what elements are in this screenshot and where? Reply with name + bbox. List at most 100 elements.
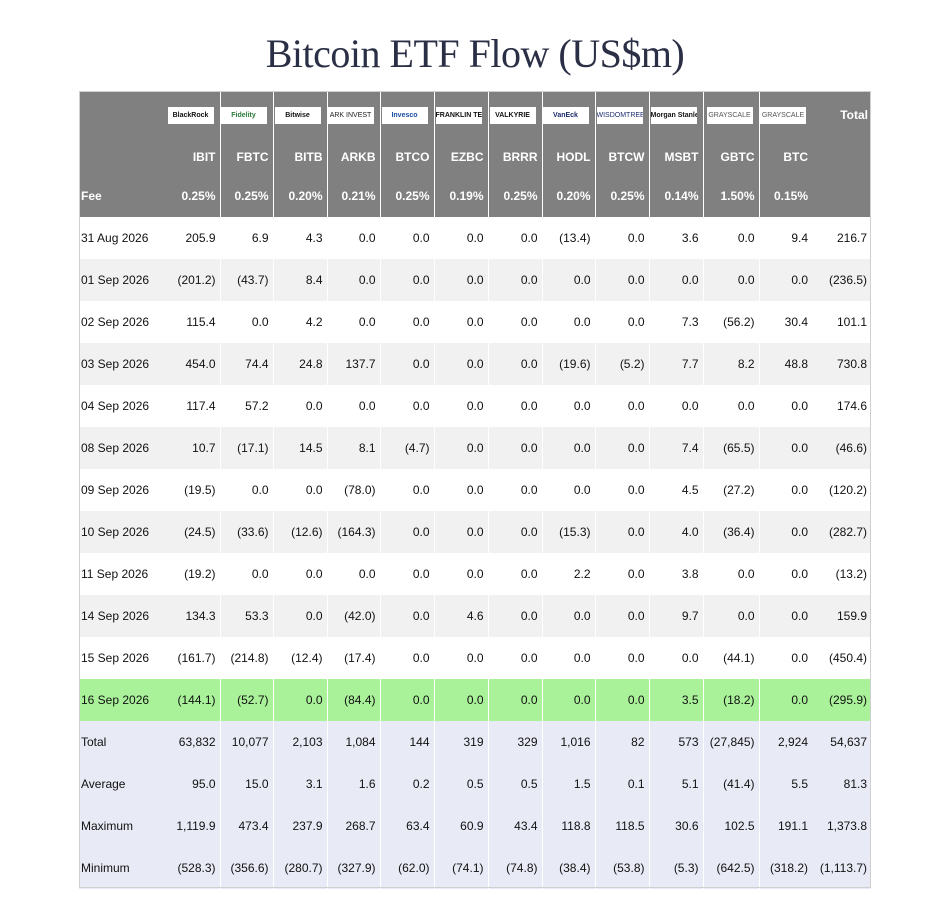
- fee-row: Fee 0.25% 0.25% 0.20% 0.21% 0.25% 0.19% 0.25% 0.…: [79, 175, 871, 217]
- row-total: (236.5): [812, 259, 871, 301]
- summary-value: (528.3): [166, 847, 220, 889]
- fee-cell: 0.21%: [326, 175, 380, 217]
- table-row: 10 Sep 2026 (24.5) (33.6) (12.6) (164.3) 0.0 0…: [79, 511, 871, 553]
- summary-label: Maximum: [79, 805, 166, 847]
- ticker-header: BTC: [758, 139, 812, 175]
- summary-value: 144: [379, 721, 434, 763]
- flow-value: 0.0: [219, 553, 273, 595]
- fee-cell: 0.19%: [433, 175, 488, 217]
- etf-flow-table: BlackRock Fidelity Bitwise ARK INVEST Invesc…: [79, 91, 871, 889]
- summary-value: 573: [648, 721, 703, 763]
- flow-value: 0.0: [758, 679, 812, 721]
- row-total: (46.6): [812, 427, 871, 469]
- flow-value: 0.0: [758, 427, 812, 469]
- summary-value: 319: [433, 721, 488, 763]
- flow-value: 0.0: [594, 469, 649, 511]
- flow-value: 0.0: [219, 469, 273, 511]
- fee-cell: 0.25%: [166, 175, 220, 217]
- issuer-logo-cell: Invesco: [379, 91, 434, 139]
- flow-value: 0.0: [487, 259, 542, 301]
- flow-value: 0.0: [379, 217, 434, 259]
- flow-value: 8.2: [702, 343, 759, 385]
- summary-value: 237.9: [272, 805, 327, 847]
- issuer-logo: Invesco: [381, 106, 428, 124]
- flow-value: (17.4): [326, 637, 380, 679]
- flow-value: 0.0: [487, 343, 542, 385]
- issuer-logo: FRANKLIN TEMPLETON: [435, 106, 482, 124]
- flow-value: 0.0: [379, 469, 434, 511]
- flow-value: 0.0: [702, 217, 759, 259]
- table-row: 04 Sep 2026 117.4 57.2 0.0 0.0 0.0 0.0 0.0 0.0 0.…: [79, 385, 871, 427]
- ticker-header: ARKB: [326, 139, 380, 175]
- flow-value: 0.0: [326, 301, 380, 343]
- row-total: (282.7): [812, 511, 871, 553]
- flow-value: 0.0: [648, 385, 703, 427]
- fee-cell: 0.25%: [487, 175, 542, 217]
- flow-value: 454.0: [166, 343, 220, 385]
- flow-value: (42.0): [326, 595, 380, 637]
- row-total: 159.9: [812, 595, 871, 637]
- flow-value: 0.0: [272, 679, 327, 721]
- row-date: 03 Sep 2026: [79, 343, 166, 385]
- row-total: (120.2): [812, 469, 871, 511]
- ticker-header: GBTC: [702, 139, 759, 175]
- summary-value: (27,845): [702, 721, 759, 763]
- table-row: 11 Sep 2026 (19.2) 0.0 0.0 0.0 0.0 0.0 0.0 2.2 0.…: [79, 553, 871, 595]
- flow-value: 0.0: [326, 553, 380, 595]
- issuer-logo: GRAYSCALE: [706, 106, 753, 124]
- issuer-logo-cell: ARK INVEST: [326, 91, 380, 139]
- issuer-logo: ARK INVEST: [328, 106, 374, 124]
- flow-value: 0.0: [272, 595, 327, 637]
- row-date: 09 Sep 2026: [79, 469, 166, 511]
- ticker-total-blank: [812, 139, 871, 175]
- summary-value: 473.4: [219, 805, 273, 847]
- flow-value: (44.1): [702, 637, 759, 679]
- summary-value: (5.3): [648, 847, 703, 889]
- issuer-logo-cell: Morgan Stanley: [648, 91, 703, 139]
- ticker-header: MSBT: [648, 139, 703, 175]
- summary-value: (38.4): [541, 847, 595, 889]
- flow-value: 0.0: [272, 469, 327, 511]
- flow-value: 48.8: [758, 343, 812, 385]
- summary-total: 54,637: [812, 721, 871, 763]
- flow-value: 0.0: [541, 427, 595, 469]
- row-total: (295.9): [812, 679, 871, 721]
- row-date: 31 Aug 2026: [79, 217, 166, 259]
- flow-value: 30.4: [758, 301, 812, 343]
- flow-body: 31 Aug 2026 205.9 6.9 4.3 0.0 0.0 0.0 0.0 (13.4)…: [79, 217, 871, 889]
- page-title: Bitcoin ETF Flow (US$m): [265, 31, 685, 76]
- flow-value: 4.3: [272, 217, 327, 259]
- flow-value: 0.0: [379, 343, 434, 385]
- issuer-logo-cell: VanEck: [541, 91, 595, 139]
- table-row: 08 Sep 2026 10.7 (17.1) 14.5 8.1 (4.7) 0.0 0.0 0…: [79, 427, 871, 469]
- flow-value: 0.0: [379, 259, 434, 301]
- ticker-header: BTCW: [594, 139, 649, 175]
- flow-value: 57.2: [219, 385, 273, 427]
- flow-value: 0.0: [433, 301, 488, 343]
- ticker-header: FBTC: [219, 139, 273, 175]
- flow-value: 0.0: [541, 385, 595, 427]
- flow-value: (84.4): [326, 679, 380, 721]
- row-date: 14 Sep 2026: [79, 595, 166, 637]
- flow-value: (201.2): [166, 259, 220, 301]
- ticker-header: BTCO: [379, 139, 434, 175]
- flow-value: 0.0: [702, 553, 759, 595]
- flow-value: 137.7: [326, 343, 380, 385]
- flow-value: 0.0: [326, 217, 380, 259]
- summary-value: 118.8: [541, 805, 595, 847]
- flow-value: 0.0: [379, 385, 434, 427]
- summary-value: 0.2: [379, 763, 434, 805]
- issuer-logo-cell: GRAYSCALE: [758, 91, 812, 139]
- flow-value: 0.0: [758, 553, 812, 595]
- flow-value: 0.0: [758, 511, 812, 553]
- flow-value: (19.5): [166, 469, 220, 511]
- summary-value: 191.1: [758, 805, 812, 847]
- flow-value: 53.3: [219, 595, 273, 637]
- flow-value: 0.0: [433, 259, 488, 301]
- summary-value: 2,924: [758, 721, 812, 763]
- summary-value: (74.8): [487, 847, 542, 889]
- ticker-row-label: [79, 139, 166, 175]
- flow-value: 10.7: [166, 427, 220, 469]
- flow-value: 0.0: [487, 511, 542, 553]
- summary-value: (327.9): [326, 847, 380, 889]
